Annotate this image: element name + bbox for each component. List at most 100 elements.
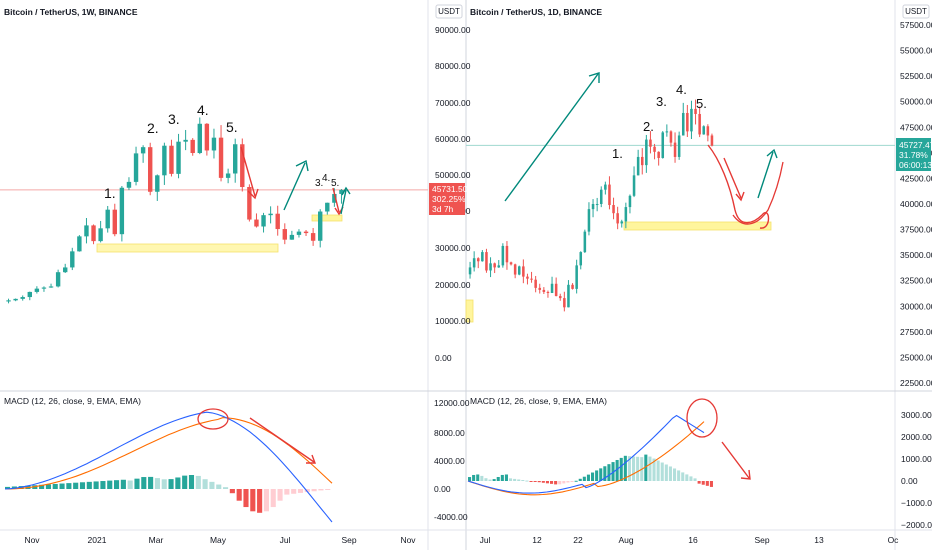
left-candle[interactable] [155, 175, 160, 192]
left-candle[interactable] [34, 288, 40, 292]
right-candle[interactable] [706, 126, 710, 136]
right-candle[interactable] [587, 209, 591, 232]
left-candle[interactable] [148, 147, 153, 192]
left-macd-chart[interactable] [4, 411, 333, 523]
left-candle[interactable] [247, 187, 252, 220]
right-candle[interactable] [575, 265, 578, 289]
left-candle[interactable] [211, 137, 217, 151]
right-candle[interactable] [546, 291, 550, 293]
left-candle[interactable] [63, 267, 68, 273]
right-candle[interactable] [665, 131, 669, 133]
right-candle[interactable] [563, 298, 566, 308]
right-candle[interactable] [567, 284, 570, 308]
right-candle[interactable] [591, 204, 595, 210]
right-candle[interactable] [698, 113, 701, 135]
right-candle[interactable] [522, 266, 525, 277]
right-candle[interactable] [579, 252, 583, 266]
right-candle[interactable] [653, 146, 656, 152]
right-candle[interactable] [694, 108, 697, 114]
right-candle[interactable] [505, 245, 509, 263]
left-candle[interactable] [112, 209, 117, 235]
right-candle[interactable] [509, 262, 513, 265]
left-candle[interactable] [240, 144, 245, 188]
right-candle[interactable] [632, 175, 636, 196]
right-candle[interactable] [497, 265, 501, 268]
left-candle[interactable] [303, 231, 309, 234]
right-candle[interactable] [657, 151, 660, 158]
left-candle[interactable] [27, 291, 32, 298]
right-candle[interactable] [599, 189, 603, 204]
right-candle[interactable] [612, 205, 615, 214]
left-candle[interactable] [119, 187, 125, 235]
right-candle[interactable] [526, 276, 529, 279]
right-candle[interactable] [538, 287, 542, 290]
right-candle[interactable] [472, 258, 476, 268]
right-candle[interactable] [681, 112, 685, 136]
left-candle[interactable] [41, 287, 47, 289]
right-candle[interactable] [493, 263, 496, 268]
left-candle[interactable] [55, 272, 61, 287]
right-candle[interactable] [489, 263, 492, 271]
right-candle[interactable] [485, 252, 488, 271]
left-candle[interactable] [77, 236, 82, 252]
right-candle[interactable] [690, 108, 693, 132]
right-candle[interactable] [513, 264, 517, 275]
left-candle[interactable] [282, 229, 287, 240]
left-candle[interactable] [6, 300, 11, 302]
left-candle[interactable] [98, 228, 103, 242]
right-candle[interactable] [649, 139, 652, 147]
left-candle[interactable] [20, 297, 25, 299]
right-candle[interactable] [661, 132, 665, 158]
left-candle[interactable] [261, 215, 266, 227]
right-candle[interactable] [620, 221, 624, 224]
right-candle[interactable] [583, 231, 587, 253]
right-price-chart[interactable] [465, 99, 895, 323]
right-candle[interactable] [640, 156, 644, 166]
right-candle[interactable] [608, 184, 611, 206]
left-candle[interactable] [254, 219, 259, 227]
right-candle[interactable] [571, 284, 574, 289]
right-candle[interactable] [468, 267, 472, 275]
left-candle[interactable] [325, 202, 330, 212]
right-candle[interactable] [645, 139, 648, 166]
left-candle[interactable] [176, 141, 181, 174]
left-candle[interactable] [318, 211, 323, 241]
left-candle[interactable] [133, 153, 139, 182]
left-candle[interactable] [296, 231, 302, 235]
right-candle[interactable] [481, 252, 484, 262]
left-candle[interactable] [84, 225, 89, 237]
right-candle[interactable] [604, 184, 607, 190]
right-candle[interactable] [669, 131, 673, 143]
right-candle[interactable] [554, 283, 558, 297]
left-candle[interactable] [183, 139, 188, 142]
right-candle[interactable] [710, 135, 714, 146]
right-candle[interactable] [558, 296, 562, 299]
right-macd-chart[interactable] [467, 414, 713, 496]
left-candle[interactable] [225, 173, 231, 178]
right-candle[interactable] [636, 156, 640, 176]
left-candle[interactable] [140, 147, 146, 154]
right-candle[interactable] [677, 135, 681, 157]
left-candle[interactable] [310, 233, 316, 241]
left-candle[interactable] [169, 145, 174, 174]
right-candle[interactable] [595, 204, 599, 205]
right-candle[interactable] [476, 258, 480, 262]
left-candle[interactable] [190, 139, 195, 154]
right-candle[interactable] [628, 195, 632, 208]
left-candle[interactable] [268, 213, 273, 216]
left-price-chart[interactable] [0, 117, 428, 304]
left-candle[interactable] [332, 193, 337, 203]
right-candle[interactable] [517, 266, 521, 275]
left-candle[interactable] [162, 145, 167, 176]
left-candle[interactable] [197, 123, 202, 154]
right-candle[interactable] [616, 213, 619, 224]
left-candle[interactable] [289, 234, 295, 240]
right-candle[interactable] [550, 283, 554, 293]
right-candle[interactable] [534, 279, 537, 288]
left-candle[interactable] [275, 213, 280, 230]
left-candle[interactable] [91, 225, 96, 242]
right-candle[interactable] [702, 126, 706, 135]
left-candle[interactable] [126, 181, 132, 188]
left-candle[interactable] [339, 189, 344, 194]
right-candle[interactable] [624, 207, 628, 222]
